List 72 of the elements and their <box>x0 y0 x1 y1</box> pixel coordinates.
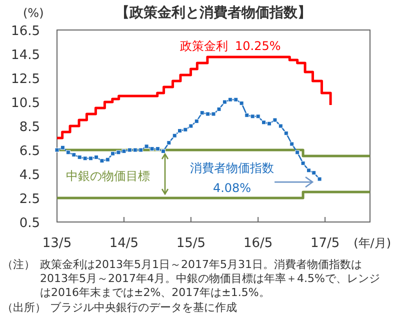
y-tick-label: 10.5 <box>11 96 40 111</box>
point <box>300 160 306 166</box>
point <box>177 128 182 134</box>
point <box>54 148 60 152</box>
point <box>94 154 99 160</box>
point <box>284 130 288 136</box>
series-label: 政策金利 <box>180 39 228 53</box>
point <box>100 158 104 164</box>
point <box>150 146 154 152</box>
annotation: 10.25% <box>235 39 281 53</box>
chart-title: 【政策金利と消費者物価指数】 <box>116 5 312 21</box>
point <box>88 156 94 161</box>
point <box>172 133 177 138</box>
y-tick-label: 0.5 <box>19 216 40 231</box>
y-axis-title: (%) <box>23 6 44 20</box>
y-tick-label: 16.5 <box>11 24 40 39</box>
text: （注） 政策金利は2013年5月1日～2017年5月31日。消費者物価指数は2013年5月～2017年4月。中銀の物価目標は年率＋4.5%で、レンジは2016年末までは±2%、2017年は±1.5%。 <box>2 258 381 300</box>
point <box>267 121 272 126</box>
point <box>188 124 194 128</box>
point <box>194 118 199 124</box>
point <box>116 150 121 155</box>
point <box>132 148 138 152</box>
point <box>110 151 116 156</box>
point <box>228 97 232 102</box>
point <box>122 148 126 154</box>
point <box>312 170 316 176</box>
point <box>138 148 144 152</box>
annotation: 4.08% <box>212 181 252 195</box>
text: （出所） ブラジル中央銀行のデータを基に作成 <box>2 301 238 315</box>
point <box>250 114 255 119</box>
x-axis-title: (年/月) <box>354 236 391 250</box>
point <box>183 127 188 132</box>
point <box>317 176 322 182</box>
y-tick-label: 12.5 <box>11 72 40 87</box>
x-tick-label: 17/5 <box>310 236 340 251</box>
point <box>262 120 266 125</box>
point <box>60 145 65 150</box>
point <box>144 144 149 149</box>
y-tick-label: 6.5 <box>19 144 40 159</box>
x-tick-label: 13/5 <box>42 236 72 251</box>
point <box>77 154 82 160</box>
point <box>200 110 204 116</box>
point <box>82 156 88 161</box>
series-label: 消費者物価指数 <box>190 161 274 175</box>
point <box>295 150 300 155</box>
y-tick-label: 8.5 <box>19 120 40 135</box>
point <box>222 100 227 104</box>
point <box>206 112 210 116</box>
point <box>166 140 172 146</box>
point <box>244 112 250 118</box>
point <box>66 150 70 155</box>
point <box>216 106 222 112</box>
x-tick-label: 15/5 <box>176 236 206 251</box>
point <box>105 157 110 162</box>
point <box>127 148 132 152</box>
point <box>211 112 216 116</box>
y-tick-label: 2.5 <box>19 192 40 207</box>
y-tick-label: 14.5 <box>11 48 40 63</box>
point <box>160 148 166 154</box>
point <box>306 168 311 173</box>
point <box>234 97 238 102</box>
point <box>155 146 160 152</box>
point <box>72 152 76 158</box>
y-tick-label: 4.5 <box>19 168 40 183</box>
point <box>278 124 283 128</box>
point <box>239 100 244 106</box>
series-label: 中銀の物価目標 <box>66 169 150 183</box>
point <box>272 118 278 122</box>
x-tick-label: 14/5 <box>109 236 139 251</box>
x-tick-label: 16/5 <box>243 236 273 251</box>
point <box>290 142 294 146</box>
point <box>256 114 260 119</box>
